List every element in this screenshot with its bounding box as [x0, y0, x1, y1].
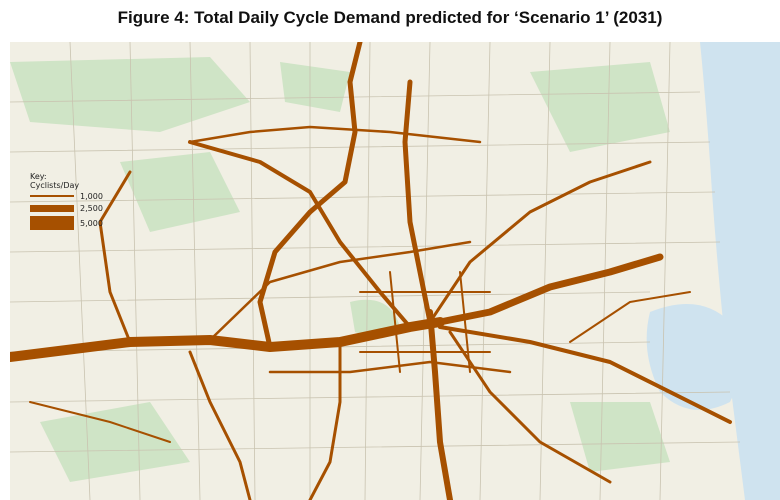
figure-title: Figure 4: Total Daily Cycle Demand predi… [117, 8, 663, 27]
legend: Key: Cyclists/Day 1,000 2,500 5,000 [30, 172, 103, 232]
legend-swatch [30, 194, 74, 198]
estuary [646, 304, 740, 410]
legend-subtitle: Cyclists/Day [30, 181, 80, 190]
legend-swatch [30, 204, 74, 212]
legend-item: 1,000 [30, 190, 103, 202]
legend-item: 2,500 [30, 202, 103, 214]
map [10, 42, 780, 500]
legend-items: 1,000 2,500 5,000 [30, 190, 103, 232]
legend-swatch [30, 216, 74, 230]
legend-title: Key: [30, 172, 47, 181]
legend-label: 5,000 [80, 218, 103, 228]
cycle-routes [10, 42, 732, 500]
legend-item: 5,000 [30, 214, 103, 232]
legend-label: 2,500 [80, 203, 103, 213]
legend-label: 1,000 [80, 191, 103, 201]
sea [700, 42, 780, 500]
